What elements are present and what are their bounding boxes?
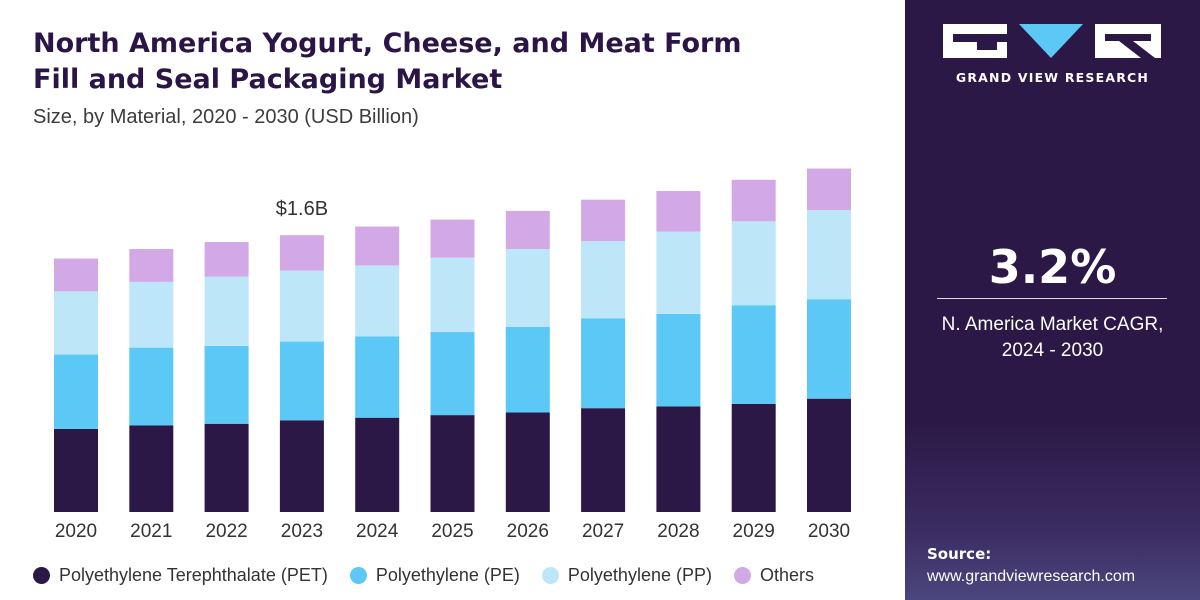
bar-segment-2020-series-1 — [54, 354, 98, 429]
bar-segment-2025-series-0 — [430, 415, 475, 512]
bar-segment-2025-series-3 — [430, 219, 475, 258]
data-label-2023: $1.6B — [276, 198, 328, 220]
grand-view-research-logo — [943, 24, 1161, 58]
bar-segment-2030-series-0 — [807, 398, 851, 512]
bar-segment-2028-series-2 — [656, 231, 701, 314]
bar-segment-2022-series-0 — [204, 423, 249, 512]
legend-label: Others — [759, 564, 815, 585]
legend-item-1: Polyethylene (PE) — [349, 564, 520, 586]
cagr-label: N. America Market CAGR, 2024 - 2030 — [905, 312, 1200, 364]
x-tick-label-2030: 2030 — [808, 521, 850, 542]
cagr-label-line-1: N. America Market CAGR, — [941, 314, 1164, 335]
bar-segment-2020-series-0 — [54, 428, 98, 512]
info-sidebar: GRAND VIEW RESEARCH 3.2% N. America Mark… — [905, 0, 1200, 600]
legend-label: Polyethylene (PE) — [375, 564, 520, 585]
chart-panel: North America Yogurt, Cheese, and Meat F… — [33, 26, 873, 586]
x-tick-label-2028: 2028 — [657, 521, 699, 542]
legend-swatch-icon — [349, 566, 367, 584]
legend-swatch-icon — [33, 566, 50, 584]
x-tick-label-2023: 2023 — [281, 521, 323, 542]
bar-segment-2024-series-1 — [355, 336, 400, 418]
bar-segment-2026-series-0 — [505, 412, 550, 512]
brand-name: GRAND VIEW RESEARCH — [955, 70, 1150, 85]
x-tick-label-2022: 2022 — [205, 521, 247, 542]
source-label: Source: — [927, 545, 992, 563]
chart-title-line-2: Fill and Seal Packaging Market — [33, 64, 503, 95]
cagr-label-line-2: 2024 - 2030 — [1001, 340, 1104, 361]
bar-segment-2029-series-3 — [731, 179, 776, 222]
bar-segment-2021-series-0 — [129, 425, 174, 512]
cagr-divider — [937, 298, 1167, 299]
chart-legend: Polyethylene Terephthalate (PET) Polyethy… — [33, 564, 836, 586]
bar-segment-2030-series-1 — [807, 299, 851, 399]
x-tick-label-2020: 2020 — [55, 521, 97, 542]
bar-segment-2022-series-3 — [204, 242, 249, 277]
bar-segment-2028-series-3 — [656, 191, 701, 232]
legend-label: Polyethylene Terephthalate (PET) — [59, 564, 328, 585]
chart-subtitle: Size, by Material, 2020 - 2030 (USD Bill… — [33, 106, 419, 128]
source-url[interactable]: www.grandviewresearch.com — [927, 568, 1136, 585]
bar-segment-2021-series-1 — [129, 347, 174, 426]
bar-segment-2023-series-0 — [279, 420, 324, 512]
bar-segment-2026-series-1 — [505, 326, 550, 413]
x-tick-label-2021: 2021 — [130, 521, 172, 542]
bar-segment-2027-series-2 — [581, 241, 626, 319]
legend-swatch-icon — [541, 566, 559, 584]
chart-title: North America Yogurt, Cheese, and Meat F… — [33, 26, 873, 98]
stacked-bar-chart: 2020 2021 2022 2023 $1.6B 2024 2025 2026 2027 202… — [54, 168, 851, 542]
x-tick-label-2025: 2025 — [431, 521, 473, 542]
cagr-value: 3.2% — [988, 240, 1117, 294]
bar-segment-2025-series-2 — [430, 257, 475, 333]
bar-segment-2027-series-0 — [581, 408, 626, 512]
bar-segment-2021-series-3 — [129, 249, 174, 282]
bar-segment-2030-series-2 — [807, 210, 851, 300]
bar-segment-2029-series-0 — [731, 403, 776, 512]
sidebar-texture — [905, 420, 1200, 600]
bar-segment-2024-series-2 — [355, 265, 400, 337]
legend-swatch-icon — [733, 566, 751, 584]
bar-segment-2028-series-0 — [656, 406, 701, 512]
bar-segment-2025-series-1 — [430, 332, 475, 416]
bar-segment-2023-series-1 — [279, 341, 324, 421]
bar-segment-2023-series-3 — [279, 235, 324, 271]
bar-segment-2026-series-3 — [505, 210, 550, 250]
bar-segment-2027-series-3 — [581, 199, 626, 242]
legend-label: Polyethylene (PP) — [567, 564, 712, 585]
bar-segment-2029-series-1 — [731, 305, 776, 404]
bar-segment-2020-series-3 — [54, 258, 98, 292]
bar-segment-2030-series-3 — [807, 168, 851, 211]
bar-segment-2022-series-1 — [204, 345, 249, 424]
bar-segment-2026-series-2 — [505, 249, 550, 327]
x-tick-label-2027: 2027 — [582, 521, 624, 542]
bar-segment-2023-series-2 — [279, 270, 324, 342]
bar-segment-2029-series-2 — [731, 221, 776, 306]
x-tick-label-2024: 2024 — [356, 521, 399, 542]
bar-segment-2027-series-1 — [581, 318, 626, 409]
legend-item-2: Polyethylene (PP) — [541, 564, 712, 586]
bar-segment-2024-series-0 — [355, 417, 400, 512]
legend-item-0: Polyethylene Terephthalate (PET) — [33, 565, 328, 586]
bar-segment-2022-series-2 — [204, 276, 249, 346]
bar-segment-2021-series-2 — [129, 281, 174, 348]
chart-title-line-1: North America Yogurt, Cheese, and Meat F… — [33, 28, 742, 59]
bar-segment-2020-series-2 — [54, 291, 98, 355]
bar-segment-2028-series-1 — [656, 313, 701, 407]
legend-item-3: Others — [733, 564, 815, 586]
bar-segment-2024-series-3 — [355, 226, 400, 266]
x-tick-label-2026: 2026 — [507, 521, 549, 542]
x-tick-label-2029: 2029 — [733, 521, 775, 542]
